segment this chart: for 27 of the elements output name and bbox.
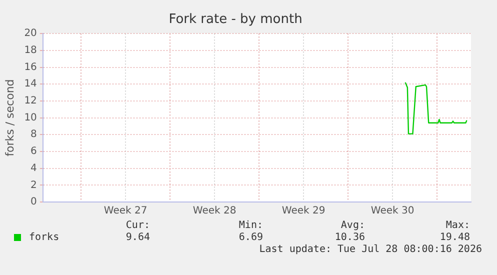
text: Cur:	[124, 220, 150, 231]
y-tick-label: 6	[30, 146, 37, 158]
x-tick-label: Week 28	[192, 206, 236, 217]
text: 10.36	[334, 232, 365, 243]
y-tick-label: 0	[30, 196, 37, 208]
text: Max:	[444, 220, 470, 231]
x-tick-label: Week 30	[370, 206, 414, 217]
y-tick-label: 8	[30, 129, 37, 140]
y-tick-label: 12	[24, 96, 37, 107]
y-tick-label: 16	[24, 62, 37, 73]
text: Avg:	[340, 220, 365, 231]
y-tick-label: 18	[24, 45, 37, 56]
y-tick-label: 10	[24, 112, 37, 124]
x-tick-label: Week 29	[282, 206, 326, 217]
text: 19.48	[438, 232, 470, 243]
text: 9.64	[124, 232, 150, 243]
y-tick-label: 14	[24, 78, 37, 90]
y-tick-label: 4	[30, 162, 37, 174]
chart-title: Fork rate - by month	[168, 12, 302, 28]
text: Last update: Tue Jul 28 08:00:16 2026	[259, 244, 482, 255]
x-tick-label: Week 27	[104, 206, 148, 217]
legend-label: forks	[29, 232, 60, 243]
y-tick-label: 2	[30, 180, 37, 191]
text: Min:	[238, 220, 263, 231]
text: 6.69	[238, 232, 263, 243]
y-axis-title: forks / second	[3, 79, 16, 156]
y-tick-label: 20	[24, 28, 37, 40]
